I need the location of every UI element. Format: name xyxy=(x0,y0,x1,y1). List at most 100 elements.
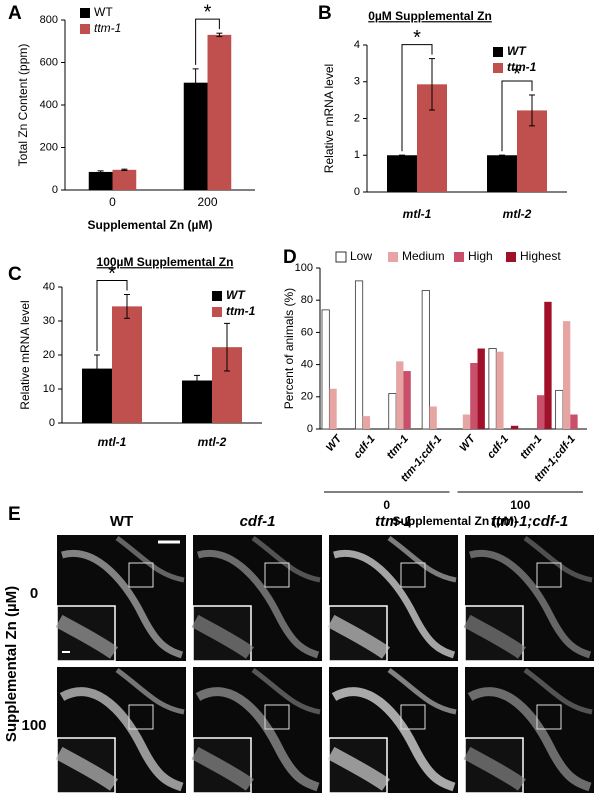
y-tick-label: 60 xyxy=(301,326,313,338)
error-bar xyxy=(429,58,435,111)
legend-swatch xyxy=(212,307,222,317)
bar xyxy=(362,416,371,429)
zoom-box xyxy=(264,704,290,730)
bar xyxy=(536,395,545,429)
x-tick-label: ttm-1 xyxy=(518,433,544,461)
chart-title: 100µM Supplemental Zn xyxy=(97,255,234,269)
worm xyxy=(61,549,184,659)
legend-swatch xyxy=(493,47,503,57)
micrograph xyxy=(463,667,594,794)
x-tick-label: ttm-1 xyxy=(384,433,410,461)
row-axis-label: Supplemental Zn (µM) xyxy=(3,586,20,742)
zoom-box xyxy=(128,562,154,588)
legend-label: WT xyxy=(507,44,527,58)
y-tick-label: 200 xyxy=(40,141,58,153)
bar xyxy=(112,306,142,423)
x-tick-label: WT xyxy=(458,432,479,454)
significance-bracket xyxy=(501,80,533,152)
y-axis-label: Total Zn Content (ppm) xyxy=(16,44,30,167)
chart-title: 0µM Supplemental Zn xyxy=(368,9,492,23)
worm xyxy=(115,667,185,715)
bar xyxy=(429,406,437,429)
annotation: * xyxy=(413,27,421,49)
bar xyxy=(387,155,417,192)
bar xyxy=(183,82,208,190)
micrograph xyxy=(191,667,322,794)
inset-worm xyxy=(463,746,527,791)
error-bar xyxy=(224,322,230,372)
bar xyxy=(403,371,411,429)
column-header: WT xyxy=(110,513,133,530)
legend-swatch xyxy=(493,63,503,73)
legend-label: WT xyxy=(226,288,246,302)
zoom-box xyxy=(536,704,562,730)
y-tick-label: 0 xyxy=(307,423,313,435)
y-tick-label: 10 xyxy=(43,383,55,395)
y-tick-label: 80 xyxy=(301,294,313,306)
bar xyxy=(388,393,397,430)
bar xyxy=(182,380,212,423)
legend-swatch xyxy=(506,252,516,262)
bar xyxy=(88,171,113,190)
y-tick-label: 0 xyxy=(52,184,58,196)
bar xyxy=(421,290,430,430)
micrograph xyxy=(463,535,594,662)
bar xyxy=(112,169,137,190)
column-header: ttm-1 xyxy=(375,513,412,530)
legend-swatch xyxy=(80,24,90,34)
micrograph xyxy=(55,535,186,662)
y-tick-label: 30 xyxy=(43,315,55,327)
bar xyxy=(470,362,478,429)
x-tick-label: mtl-2 xyxy=(503,207,532,221)
x-tick-label: cdf-1 xyxy=(352,433,378,461)
annotation: * xyxy=(108,263,116,285)
bar xyxy=(207,34,232,190)
legend-swatch xyxy=(335,251,347,263)
worm xyxy=(197,549,320,659)
significance-bracket xyxy=(96,279,128,351)
panel-letter: D xyxy=(283,247,297,268)
legend-label: Low xyxy=(350,249,372,263)
x-tick-label: mtl-2 xyxy=(198,435,227,449)
worm xyxy=(523,535,593,583)
inset-worm xyxy=(55,614,119,659)
bar xyxy=(477,348,485,429)
error-bar xyxy=(121,168,128,171)
y-tick-label: 800 xyxy=(40,14,58,26)
micrograph xyxy=(55,667,186,794)
worm xyxy=(523,667,593,715)
y-tick-label: 400 xyxy=(40,99,58,111)
x-tick-label: 0 xyxy=(109,195,116,209)
column-header: cdf-1 xyxy=(240,513,276,530)
bar xyxy=(570,414,578,429)
worm xyxy=(331,687,456,792)
worm xyxy=(251,535,321,583)
bar xyxy=(488,348,497,430)
panel-letter: B xyxy=(318,3,332,24)
inset-worm xyxy=(463,614,527,659)
zoom-box xyxy=(536,562,562,588)
legend-label: Highest xyxy=(520,249,561,263)
y-tick-label: 2 xyxy=(354,112,360,124)
y-axis-label: Relative mRNA level xyxy=(18,300,32,409)
panel-letter: E xyxy=(8,504,21,525)
error-bar xyxy=(216,32,223,38)
legend-label: ttm-1 xyxy=(94,21,121,35)
legend-swatch xyxy=(388,252,398,262)
y-tick-label: 1 xyxy=(354,149,360,161)
worm xyxy=(387,535,457,583)
y-axis-label: Percent of animals (%) xyxy=(282,288,296,409)
error-bar xyxy=(529,94,535,127)
x-tick-label: 200 xyxy=(197,195,217,209)
bar xyxy=(510,425,519,429)
annotation: * xyxy=(204,1,212,23)
y-tick-label: 100 xyxy=(295,262,313,274)
y-tick-label: 40 xyxy=(301,359,313,371)
bar xyxy=(487,155,517,192)
zoom-box xyxy=(128,704,154,730)
bar xyxy=(329,388,337,429)
worm xyxy=(115,535,185,583)
inset-worm xyxy=(327,614,391,659)
row-header: 100 xyxy=(21,717,46,734)
y-tick-label: 20 xyxy=(43,349,55,361)
